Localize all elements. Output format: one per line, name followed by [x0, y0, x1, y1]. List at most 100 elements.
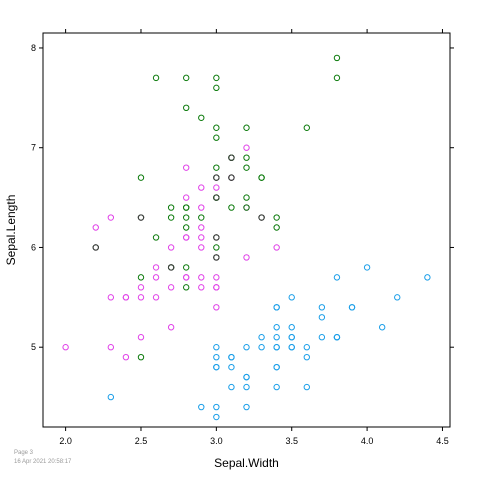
data-points: [63, 55, 430, 419]
data-point: [153, 235, 158, 240]
data-point: [153, 295, 158, 300]
data-point: [214, 275, 219, 280]
x-tick-label: 4.0: [361, 436, 374, 446]
data-point: [214, 125, 219, 130]
data-point: [184, 205, 189, 210]
data-point: [319, 305, 324, 310]
data-point: [184, 195, 189, 200]
data-point: [93, 245, 98, 250]
data-point: [214, 165, 219, 170]
y-tick-label: 7: [31, 143, 36, 153]
data-point: [229, 155, 234, 160]
data-point: [244, 255, 249, 260]
data-point: [214, 354, 219, 359]
data-point: [168, 245, 173, 250]
data-point: [108, 215, 113, 220]
data-point: [138, 215, 143, 220]
data-point: [168, 325, 173, 330]
data-point: [138, 175, 143, 180]
data-point: [184, 75, 189, 80]
data-point: [168, 215, 173, 220]
data-point: [63, 345, 68, 350]
data-point: [274, 225, 279, 230]
data-point: [244, 345, 249, 350]
data-point: [334, 275, 339, 280]
data-point: [214, 285, 219, 290]
data-point: [214, 404, 219, 409]
data-point: [199, 235, 204, 240]
data-point: [289, 345, 294, 350]
plot-panel: [43, 33, 450, 427]
data-point: [229, 384, 234, 389]
data-point: [304, 125, 309, 130]
data-point: [364, 265, 369, 270]
data-point: [289, 335, 294, 340]
data-point: [138, 275, 143, 280]
data-point: [199, 245, 204, 250]
data-point: [244, 145, 249, 150]
data-point: [319, 315, 324, 320]
data-point: [214, 255, 219, 260]
data-point: [229, 364, 234, 369]
data-point: [274, 215, 279, 220]
data-point: [108, 394, 113, 399]
x-axis: 2.0 2.5 3.0 3.5 4.0 4.5: [59, 29, 448, 446]
data-point: [289, 295, 294, 300]
data-point: [168, 205, 173, 210]
data-point: [184, 265, 189, 270]
x-tick-label: 3.5: [285, 436, 298, 446]
data-point: [334, 55, 339, 60]
data-point: [184, 165, 189, 170]
data-point: [214, 195, 219, 200]
data-point: [259, 215, 264, 220]
data-point: [244, 404, 249, 409]
data-point: [138, 354, 143, 359]
data-point: [214, 305, 219, 310]
data-point: [214, 85, 219, 90]
data-point: [138, 285, 143, 290]
data-point: [259, 345, 264, 350]
data-point: [274, 384, 279, 389]
data-point: [334, 75, 339, 80]
data-point: [304, 354, 309, 359]
data-point: [259, 335, 264, 340]
data-point: [259, 175, 264, 180]
y-tick-label: 8: [31, 43, 36, 53]
y-tick-label: 6: [31, 242, 36, 252]
data-point: [108, 295, 113, 300]
footer-timestamp: 16 Apr 2021 20:58:17: [14, 459, 71, 465]
data-point: [138, 295, 143, 300]
data-point: [274, 335, 279, 340]
data-point: [214, 175, 219, 180]
data-point: [184, 225, 189, 230]
data-point: [153, 75, 158, 80]
data-point: [304, 384, 309, 389]
data-point: [199, 115, 204, 120]
data-point: [425, 275, 430, 280]
data-point: [289, 325, 294, 330]
x-tick-label: 2.0: [59, 436, 72, 446]
data-point: [274, 305, 279, 310]
data-point: [229, 354, 234, 359]
data-point: [123, 295, 128, 300]
data-point: [244, 125, 249, 130]
data-point: [168, 285, 173, 290]
data-point: [123, 354, 128, 359]
data-point: [244, 384, 249, 389]
data-point: [199, 215, 204, 220]
data-point: [93, 225, 98, 230]
data-point: [138, 335, 143, 340]
footer-page-label: Page 3: [14, 450, 33, 456]
data-point: [244, 374, 249, 379]
data-point: [214, 75, 219, 80]
data-point: [184, 235, 189, 240]
data-point: [214, 345, 219, 350]
data-point: [274, 364, 279, 369]
data-point: [199, 275, 204, 280]
data-point: [304, 345, 309, 350]
data-point: [199, 285, 204, 290]
data-point: [214, 245, 219, 250]
data-point: [244, 165, 249, 170]
data-point: [168, 265, 173, 270]
